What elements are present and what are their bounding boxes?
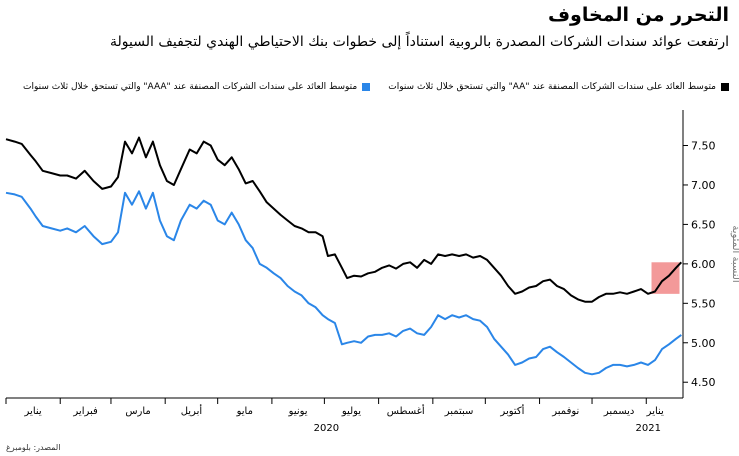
legend-item-aa: متوسط العائد على سندات الشركات المصنفة ع…	[388, 82, 729, 92]
legend-swatch-aaa	[362, 83, 371, 91]
x-month-label: يناير	[646, 406, 664, 417]
x-month-label: يناير	[24, 406, 42, 417]
y-tick-label: 6.50	[691, 218, 716, 231]
series-line-aaa	[5, 190, 682, 376]
x-month-label: سبتمبر	[444, 406, 474, 417]
x-month-label: مارس	[125, 406, 150, 417]
x-month-label: أغسطس	[387, 404, 425, 417]
x-year-label: 2021	[636, 423, 661, 434]
x-month-label: أكتوبر	[499, 404, 524, 417]
legend-swatch-aa	[721, 83, 729, 91]
chart-title: التحرر من المخاوف	[547, 4, 729, 26]
legend-item-aaa: متوسط العائد على سندات الشركات المصنفة ع…	[23, 82, 371, 92]
y-tick-label: 6.00	[691, 258, 716, 271]
y-axis-title: النسبة المئوية	[730, 225, 739, 282]
legend: متوسط العائد على سندات الشركات المصنفة ع…	[23, 82, 729, 92]
x-month-label: يوليو	[341, 406, 361, 417]
legend-label-aaa: متوسط العائد على سندات الشركات المصنفة ع…	[23, 82, 358, 92]
y-tick-label: 5.00	[691, 337, 716, 350]
x-month-label: ديسمبر	[603, 406, 634, 417]
source-note: المصدر: بلومبرغ	[6, 443, 61, 452]
y-tick-label: 7.50	[691, 140, 716, 153]
y-tick-label: 5.50	[691, 297, 716, 310]
x-month-label: نوفمبر	[551, 406, 579, 417]
x-month-label: فبراير	[72, 406, 98, 417]
y-tick-label: 7.00	[691, 179, 716, 192]
chart-subtitle: ارتفعت عوائد سندات الشركات المصدرة بالرو…	[110, 34, 729, 50]
x-month-label: أبريل	[181, 404, 203, 417]
legend-label-aa: متوسط العائد على سندات الشركات المصنفة ع…	[388, 82, 716, 92]
x-month-label: يونيو	[288, 406, 308, 417]
x-year-label: 2020	[314, 423, 339, 434]
series-line-aa	[5, 136, 683, 303]
y-tick-label: 4.50	[691, 376, 716, 389]
x-month-label: مايو	[236, 406, 253, 417]
